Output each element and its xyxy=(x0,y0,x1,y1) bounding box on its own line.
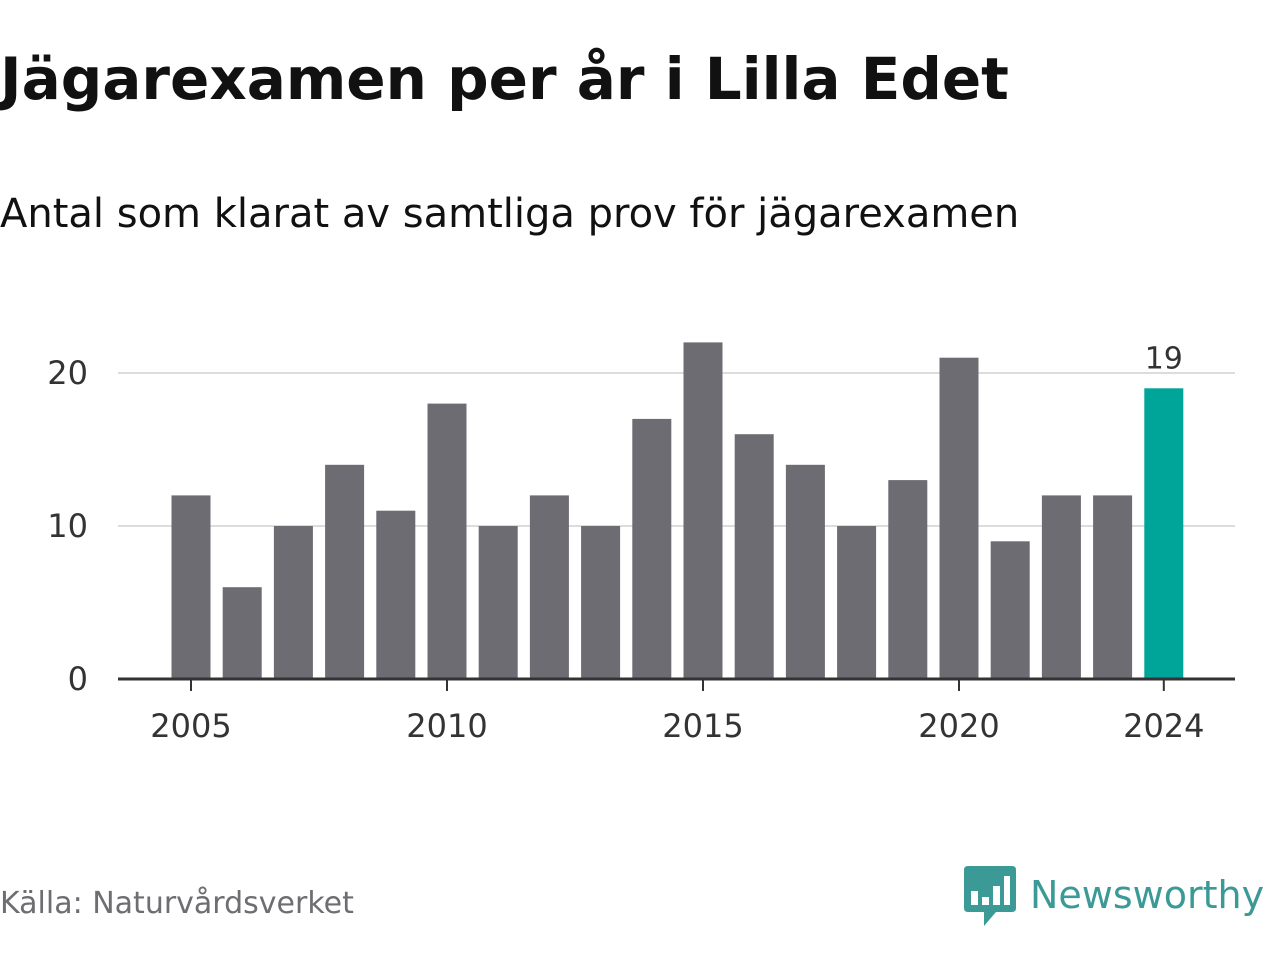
bar-2006 xyxy=(222,587,262,679)
chart-title: Jägarexamen per år i Lilla Edet xyxy=(0,45,1009,113)
bar-2011 xyxy=(478,526,518,679)
brand: Newsworthy xyxy=(962,862,1264,928)
bar-2014 xyxy=(632,418,672,679)
bar-2020 xyxy=(939,357,979,679)
bar-2010 xyxy=(427,403,467,679)
bar-2024 xyxy=(1144,388,1184,679)
y-tick-label: 0 xyxy=(68,660,88,698)
bar-2012 xyxy=(529,495,569,679)
x-axis-ticks: 2005 2010 2015 2020 2024 xyxy=(150,679,1205,745)
x-tick-label: 2020 xyxy=(918,707,999,745)
x-tick-label: 2010 xyxy=(406,707,487,745)
x-tick-label: 2005 xyxy=(150,707,231,745)
data-label-2024: 19 xyxy=(1145,341,1183,376)
bar-2016 xyxy=(734,434,774,679)
x-tick-label: 2024 xyxy=(1123,707,1204,745)
chart-subtitle: Antal som klarat av samtliga prov för jä… xyxy=(0,191,1020,237)
x-tick-label: 2015 xyxy=(662,707,743,745)
newsworthy-logo-icon xyxy=(964,866,1016,926)
bar-2023 xyxy=(1093,495,1133,679)
bar-2009 xyxy=(376,510,416,679)
bar-2013 xyxy=(581,526,621,679)
bar-2021 xyxy=(990,541,1030,679)
brand-name: Newsworthy xyxy=(1030,873,1265,917)
bar-2018 xyxy=(837,526,877,679)
source-note: Källa: Naturvårdsverket xyxy=(0,886,354,921)
bar-2005 xyxy=(171,495,211,679)
bar-2017 xyxy=(785,464,825,679)
bar-chart: 0 10 20 19 2005 2010 2015 2020 2024 xyxy=(47,341,1235,745)
y-axis-ticks: 0 10 20 xyxy=(47,354,88,698)
data-labels: 19 xyxy=(1145,341,1183,376)
bar-2008 xyxy=(325,464,365,679)
bars xyxy=(171,342,1184,679)
bar-2019 xyxy=(888,480,928,679)
y-tick-label: 10 xyxy=(47,507,88,545)
bar-2007 xyxy=(273,526,313,679)
bar-2015 xyxy=(683,342,723,679)
bar-2022 xyxy=(1041,495,1081,679)
y-tick-label: 20 xyxy=(47,354,88,392)
